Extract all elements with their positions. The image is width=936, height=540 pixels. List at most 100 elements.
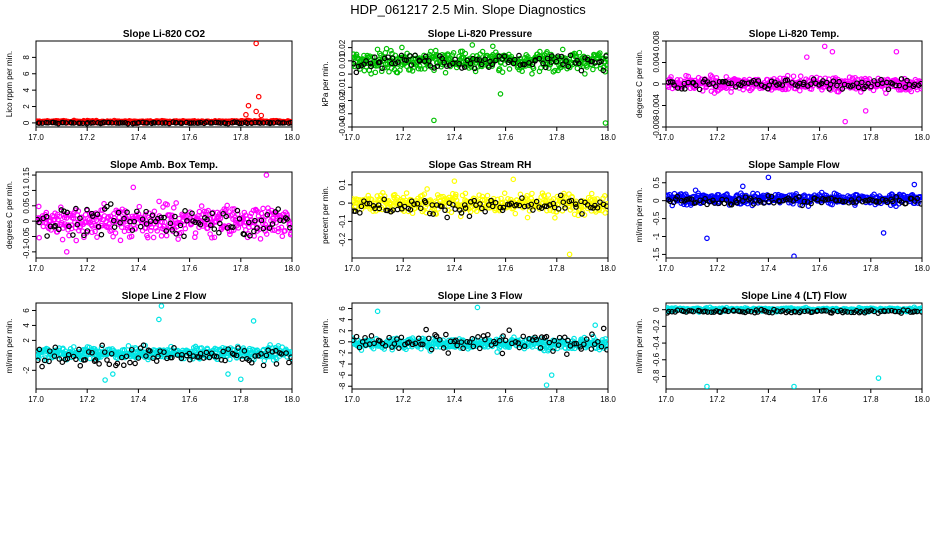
outlier-point xyxy=(245,102,252,109)
x-tick-label: 18.0 xyxy=(914,395,930,404)
reference-point xyxy=(755,78,762,84)
data-point xyxy=(389,346,395,353)
y-axis-label: percent per min. xyxy=(321,186,330,244)
y-tick-label: 0 xyxy=(652,81,661,86)
reference-point xyxy=(466,339,473,345)
x-tick-label: 17.0 xyxy=(344,133,360,142)
y-tick-label: 4 xyxy=(22,323,31,328)
y-tick-label: -0.8 xyxy=(652,369,661,383)
data-point xyxy=(544,49,550,55)
x-tick-label: 17.2 xyxy=(395,133,411,142)
outlier-point xyxy=(893,48,900,55)
reference-point xyxy=(96,361,102,367)
reference-point xyxy=(918,309,922,315)
reference-point xyxy=(85,349,92,355)
reference-point xyxy=(269,348,276,355)
data-point xyxy=(81,234,87,241)
reference-point xyxy=(825,196,832,202)
reference-point xyxy=(666,308,672,315)
y-tick-label: -0.1 xyxy=(338,214,347,228)
reference-point xyxy=(459,65,465,71)
data-point xyxy=(602,210,608,216)
data-point xyxy=(381,193,388,199)
data-point xyxy=(247,213,253,220)
reference-point xyxy=(418,341,424,348)
data-point xyxy=(604,62,608,69)
reference-point xyxy=(251,228,257,235)
reference-point xyxy=(386,334,392,341)
reference-point xyxy=(217,220,223,227)
reference-point xyxy=(568,197,575,204)
x-tick-label: 17.8 xyxy=(863,133,879,142)
data-point xyxy=(287,231,292,238)
data-point xyxy=(448,209,455,216)
data-point xyxy=(173,200,179,206)
y-tick-label: 6 xyxy=(22,308,31,313)
plot-frame xyxy=(665,171,923,259)
data-point xyxy=(257,236,264,242)
reference-point xyxy=(553,58,560,65)
reference-point xyxy=(433,333,440,340)
y-axis-label: kPa per min. xyxy=(321,62,330,107)
data-point xyxy=(59,220,65,226)
reference-point xyxy=(395,59,401,65)
reference-point xyxy=(215,119,222,126)
scatter-series xyxy=(36,41,292,127)
reference-point xyxy=(443,331,449,338)
x-tick-label: 17.8 xyxy=(549,264,565,273)
data-point xyxy=(479,48,486,55)
y-tick-label: -0.6 xyxy=(652,352,661,366)
reference-point xyxy=(106,361,113,368)
reference-point xyxy=(187,356,193,363)
reference-point xyxy=(485,331,491,338)
reference-point xyxy=(717,309,723,316)
outlier-point xyxy=(842,118,849,125)
reference-point xyxy=(765,192,772,199)
y-axis-label: degrees C per min. xyxy=(5,181,14,249)
data-point xyxy=(918,83,922,90)
reference-point xyxy=(284,216,290,222)
reference-point xyxy=(58,207,65,213)
data-point xyxy=(52,216,58,223)
x-tick-label: 17.0 xyxy=(344,395,360,404)
reference-point xyxy=(587,204,594,211)
reference-point xyxy=(104,357,110,363)
x-tick-label: 17.2 xyxy=(395,395,411,404)
data-point xyxy=(136,203,143,210)
outlier-point xyxy=(110,371,116,377)
y-tick-label: 0 xyxy=(652,198,661,203)
data-point xyxy=(442,69,449,76)
data-point xyxy=(450,50,457,56)
reference-point xyxy=(499,350,506,357)
reference-point xyxy=(73,356,79,363)
reference-point xyxy=(500,333,506,339)
y-tick-label: -0.2 xyxy=(652,319,661,333)
reference-point xyxy=(871,78,877,84)
reference-point xyxy=(836,197,843,204)
reference-point xyxy=(123,353,130,360)
data-point xyxy=(601,58,608,65)
reference-point xyxy=(680,308,687,315)
reference-point xyxy=(576,60,582,67)
x-tick-label: 18.0 xyxy=(914,264,930,273)
data-point xyxy=(506,66,513,72)
reference-point xyxy=(756,197,762,204)
data-point xyxy=(152,225,159,231)
reference-point xyxy=(839,198,846,205)
reference-point xyxy=(904,77,910,84)
data-point xyxy=(132,226,139,232)
data-point xyxy=(178,229,185,236)
reference-point xyxy=(456,60,462,67)
data-point xyxy=(870,87,877,94)
data-point xyxy=(260,205,266,212)
reference-point xyxy=(859,79,865,86)
reference-point xyxy=(470,343,477,350)
data-point xyxy=(97,215,103,222)
reference-point xyxy=(464,57,471,64)
y-tick-label: 0.1 xyxy=(22,184,31,196)
reference-point xyxy=(84,228,91,234)
data-point xyxy=(117,237,124,244)
reference-point xyxy=(546,339,553,346)
data-point xyxy=(270,218,277,225)
reference-point xyxy=(394,336,400,342)
